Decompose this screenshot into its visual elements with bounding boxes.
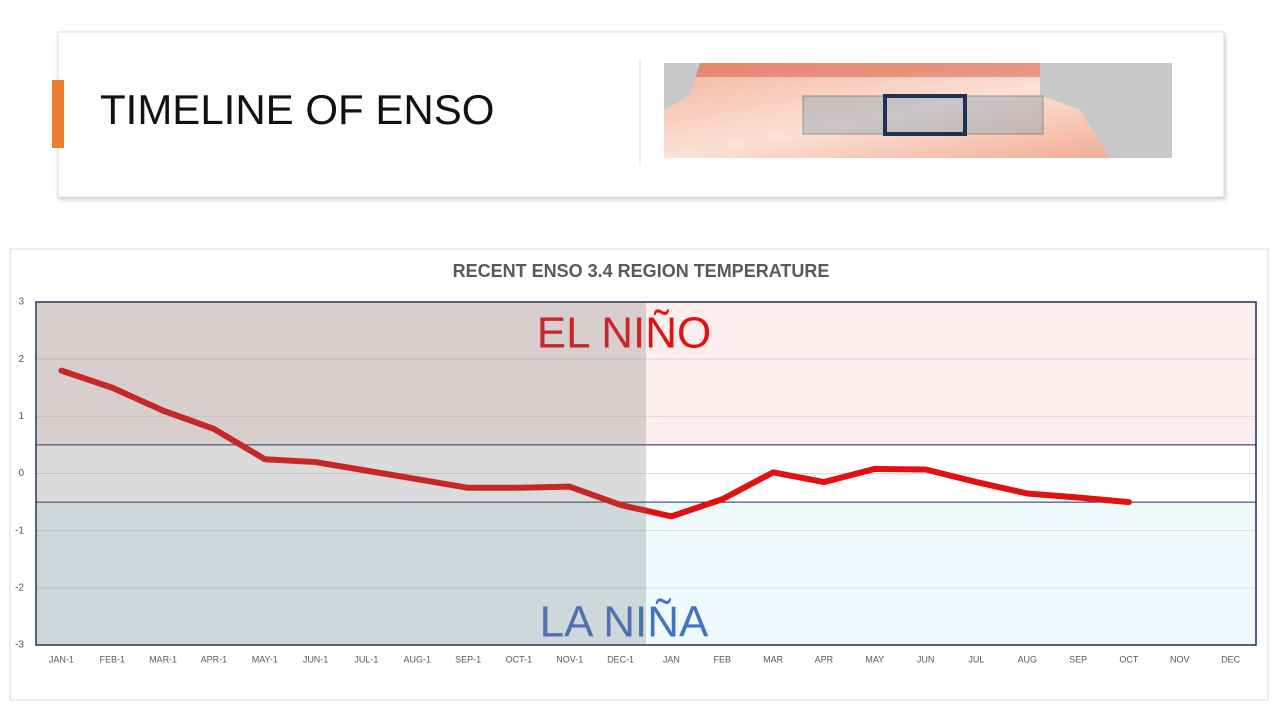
slide-title: TIMELINE OF ENSO: [100, 86, 494, 133]
x-tick-label: MAY-1: [252, 654, 278, 664]
x-tick-label: AUG: [1017, 654, 1037, 664]
la-nina-zone: [36, 502, 1256, 645]
x-tick-label: JUN-1: [303, 654, 329, 664]
x-tick-label: NOV: [1170, 654, 1190, 664]
x-tick-label: SEP-1: [455, 654, 481, 664]
x-tick-label: FEB-1: [99, 654, 125, 664]
x-tick-label: SEP: [1069, 654, 1087, 664]
temperature-line: [58, 367, 1132, 520]
el-nino-zone: [36, 302, 1256, 445]
x-tick-label: MAY: [865, 654, 884, 664]
x-tick-label: APR-1: [201, 654, 228, 664]
x-tick-label: OCT-1: [506, 654, 533, 664]
x-tick-label: APR: [815, 654, 834, 664]
y-tick-label: -2: [15, 582, 24, 593]
x-tick-label: FEB: [713, 654, 731, 664]
x-tick-label: DEC: [1221, 654, 1241, 664]
y-tick-label: 1: [18, 411, 24, 422]
y-tick-label: -1: [15, 525, 24, 536]
x-tick-label: JAN: [663, 654, 680, 664]
la-nina-label: LA NIÑA: [540, 597, 709, 647]
y-tick-label: 2: [18, 354, 24, 365]
x-tick-label: JUL: [968, 654, 984, 664]
x-tick-label: AUG-1: [403, 654, 431, 664]
x-tick-label: JUL-1: [354, 654, 378, 664]
x-tick-label: NOV-1: [556, 654, 583, 664]
x-tick-label: JUN: [917, 654, 935, 664]
x-tick-label: OCT: [1119, 654, 1139, 664]
chart-title: RECENT ENSO 3.4 REGION TEMPERATURE: [453, 261, 830, 281]
map-image: [664, 63, 1172, 158]
plot-border: [35, 301, 1257, 646]
y-tick-label: 0: [18, 468, 24, 479]
el-nino-label: EL NIÑO: [537, 308, 711, 358]
y-tick-label: 3: [18, 297, 24, 308]
x-tick-label: JAN-1: [49, 654, 74, 664]
x-tick-label: DEC-1: [607, 654, 634, 664]
plot: -3 -2 -1 0 1 2 3 EL NIÑO LA NIÑA JAN-1 FEB-1 MAR-1 A…: [15, 297, 1257, 664]
previous-year-shade: [36, 302, 646, 645]
y-tick-label: -3: [15, 640, 24, 651]
accent-bar: [52, 80, 64, 148]
x-tick-label: MAR-1: [149, 654, 177, 664]
x-tick-label: MAR: [763, 654, 784, 664]
